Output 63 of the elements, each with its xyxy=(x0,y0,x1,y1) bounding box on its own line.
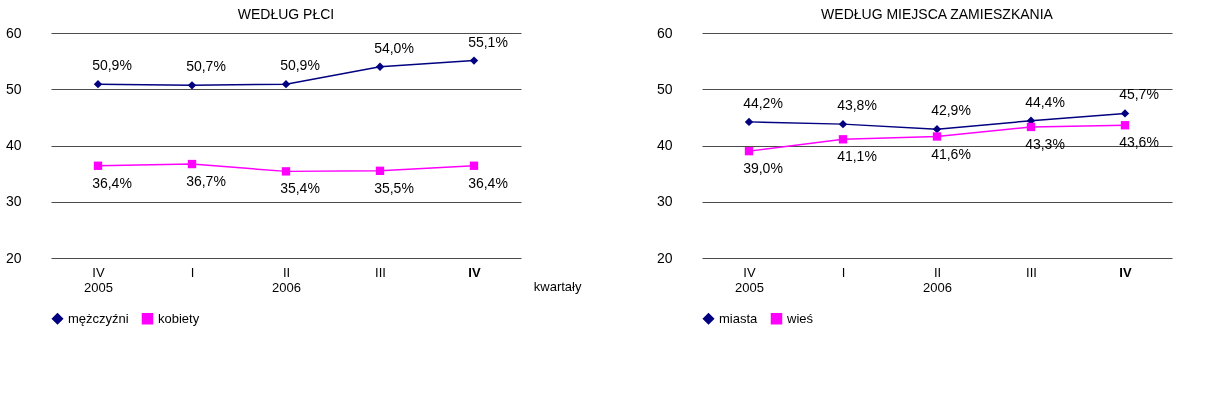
point xyxy=(838,119,848,129)
data-label: 50,7% xyxy=(186,58,226,75)
x-tick-label: IV xyxy=(1119,264,1132,280)
point xyxy=(93,80,103,89)
point xyxy=(187,81,197,90)
data-label: 42,9% xyxy=(931,102,971,119)
x-tick-label: IV xyxy=(468,264,481,280)
x-tick-label: I xyxy=(841,264,846,280)
point xyxy=(1120,121,1130,130)
point xyxy=(1120,109,1130,118)
y-tick-label: 40 xyxy=(5,137,22,153)
y-tick-label: 60 xyxy=(5,24,22,41)
x-axis-title: kwartały xyxy=(533,278,582,294)
data-label: 35,5% xyxy=(374,179,414,196)
data-label: 50,9% xyxy=(92,57,132,74)
legend-label: mężczyźni xyxy=(68,310,129,326)
point xyxy=(281,80,291,89)
y-tick-label: 40 xyxy=(656,137,673,153)
y-tick-label: 50 xyxy=(656,80,673,97)
point xyxy=(375,62,385,71)
data-label: 50,9% xyxy=(280,57,320,74)
data-label: 54,0% xyxy=(374,39,414,56)
data-label: 44,4% xyxy=(1025,93,1065,110)
chart-title: WEDŁUG PŁCI xyxy=(237,6,335,22)
data-label: 45,7% xyxy=(1119,86,1159,103)
point xyxy=(281,167,291,176)
y-tick-label: 20 xyxy=(5,249,22,266)
point xyxy=(744,117,754,127)
data-label: 39,0% xyxy=(743,160,783,177)
y-tick-label: 50 xyxy=(5,80,22,97)
data-label: 36,4% xyxy=(468,174,508,191)
data-label: 41,1% xyxy=(837,148,877,165)
point xyxy=(744,146,754,156)
chart-title: WEDŁUG MIEJSCA ZAMIESZKANIA xyxy=(821,6,1054,22)
y-tick-label: 20 xyxy=(656,249,673,266)
y-tick-label: 30 xyxy=(5,193,22,210)
point xyxy=(469,161,479,170)
x-tick-label: II 2006 xyxy=(272,264,301,295)
data-label: 55,1% xyxy=(468,33,508,50)
x-tick-label: IV 2005 xyxy=(735,264,764,295)
point xyxy=(187,159,197,169)
point xyxy=(932,132,942,141)
y-tick-label: 60 xyxy=(656,24,673,41)
point xyxy=(469,56,479,65)
x-tick-label: III xyxy=(375,264,386,280)
data-label: 41,6% xyxy=(931,145,971,162)
legend-label: wieś xyxy=(786,310,814,326)
data-label: 36,4% xyxy=(92,174,132,191)
data-label: 35,4% xyxy=(280,180,320,197)
x-tick-label: III xyxy=(1026,264,1037,280)
data-label: 36,7% xyxy=(186,173,226,190)
point xyxy=(1026,122,1036,132)
data-label: 43,8% xyxy=(837,97,877,114)
legend-label: kobiety xyxy=(158,310,200,326)
y-tick-label: 30 xyxy=(656,193,673,210)
point xyxy=(375,166,385,175)
point xyxy=(93,161,103,170)
x-tick-label: IV 2005 xyxy=(84,264,113,295)
legend-label: miasta xyxy=(719,310,759,326)
point xyxy=(838,135,848,144)
x-tick-label: II 2006 xyxy=(923,264,952,295)
data-label: 44,2% xyxy=(743,94,783,111)
x-tick-label: I xyxy=(190,264,195,280)
